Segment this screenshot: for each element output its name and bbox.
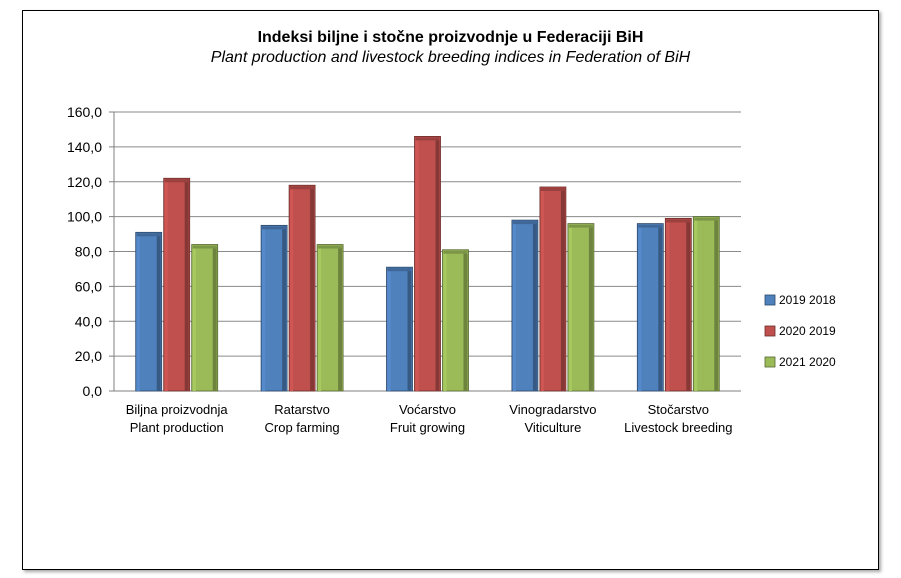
x-category-label: Biljna proizvodnja <box>126 402 229 417</box>
x-category-label: Fruit growing <box>390 420 465 435</box>
x-category-label: Crop farming <box>265 420 340 435</box>
bar-edge-right <box>435 137 440 391</box>
bar-top <box>512 221 537 225</box>
bar-top <box>568 224 593 228</box>
bar-top <box>638 224 663 228</box>
bar-edge-right <box>560 187 565 391</box>
bar-edge-right <box>686 219 691 391</box>
bar-edge-right <box>463 250 468 391</box>
x-category-label: Viticulture <box>524 420 581 435</box>
bar-edge-left <box>262 226 266 391</box>
bar-edge-right <box>658 224 663 391</box>
x-category-label: Voćarstvo <box>399 402 456 417</box>
bar-edge-left <box>136 233 140 391</box>
bar-edge-right <box>282 226 287 391</box>
legend-swatch <box>764 356 776 368</box>
bar-top <box>540 187 565 191</box>
bar-top <box>262 226 287 230</box>
x-category-label: Plant production <box>130 420 224 435</box>
bar-edge-left <box>443 250 447 391</box>
bar-edge-right <box>407 268 412 391</box>
bar-edge-left <box>638 224 642 391</box>
bar-top <box>387 268 412 272</box>
bar-top <box>666 219 691 223</box>
legend-label: 2019 2018 <box>779 293 836 307</box>
chart-subtitle: Plant production and livestock breeding … <box>210 49 691 66</box>
bar-edge-right <box>338 245 343 391</box>
bar-top <box>415 137 440 141</box>
bar-top <box>694 217 719 221</box>
bar-edge-left <box>164 179 168 391</box>
y-tick-label: 80,0 <box>75 244 102 260</box>
bar-top <box>192 245 217 249</box>
bar-edge-right <box>532 221 537 391</box>
legend-swatch <box>764 294 776 306</box>
bar-top <box>136 233 161 237</box>
bar-top <box>164 179 189 183</box>
bar-edge-right <box>588 224 593 391</box>
bar-edge-right <box>184 179 189 391</box>
legend-label: 2020 2019 <box>779 324 836 338</box>
chart-title: Indeksi biljne i stočne proizvodnje u Fe… <box>257 29 644 46</box>
y-tick-label: 0,0 <box>83 383 103 399</box>
bar-edge-left <box>666 219 670 391</box>
legend-swatch <box>764 325 776 337</box>
x-category-label: Vinogradarstvo <box>509 402 596 417</box>
y-tick-label: 100,0 <box>67 209 102 225</box>
x-category-label: Ratarstvo <box>274 402 330 417</box>
bar-edge-left <box>415 137 419 391</box>
bar-edge-right <box>212 245 217 391</box>
bar-edge-right <box>310 186 315 391</box>
y-tick-label: 160,0 <box>67 104 102 120</box>
bar-edge-right <box>156 233 161 391</box>
bar-top <box>290 186 315 190</box>
bar-edge-left <box>694 217 698 391</box>
bar-edge-left <box>290 186 294 391</box>
bar-edge-right <box>714 217 719 391</box>
bar-edge-left <box>568 224 572 391</box>
y-tick-label: 140,0 <box>67 139 102 155</box>
y-tick-label: 60,0 <box>75 278 102 294</box>
y-tick-label: 20,0 <box>75 348 102 364</box>
x-category-label: Stočarstvo <box>648 402 709 417</box>
x-category-label: Livestock breeding <box>624 420 732 435</box>
bar-edge-left <box>512 221 516 391</box>
y-tick-label: 40,0 <box>75 313 102 329</box>
bar-top <box>443 250 468 254</box>
bar-edge-left <box>387 268 391 391</box>
bar-edge-left <box>540 187 544 391</box>
bar-top <box>318 245 343 249</box>
y-tick-label: 120,0 <box>67 174 102 190</box>
legend-label: 2021 2020 <box>779 355 836 369</box>
bar-edge-left <box>318 245 322 391</box>
bar-edge-left <box>192 245 196 391</box>
